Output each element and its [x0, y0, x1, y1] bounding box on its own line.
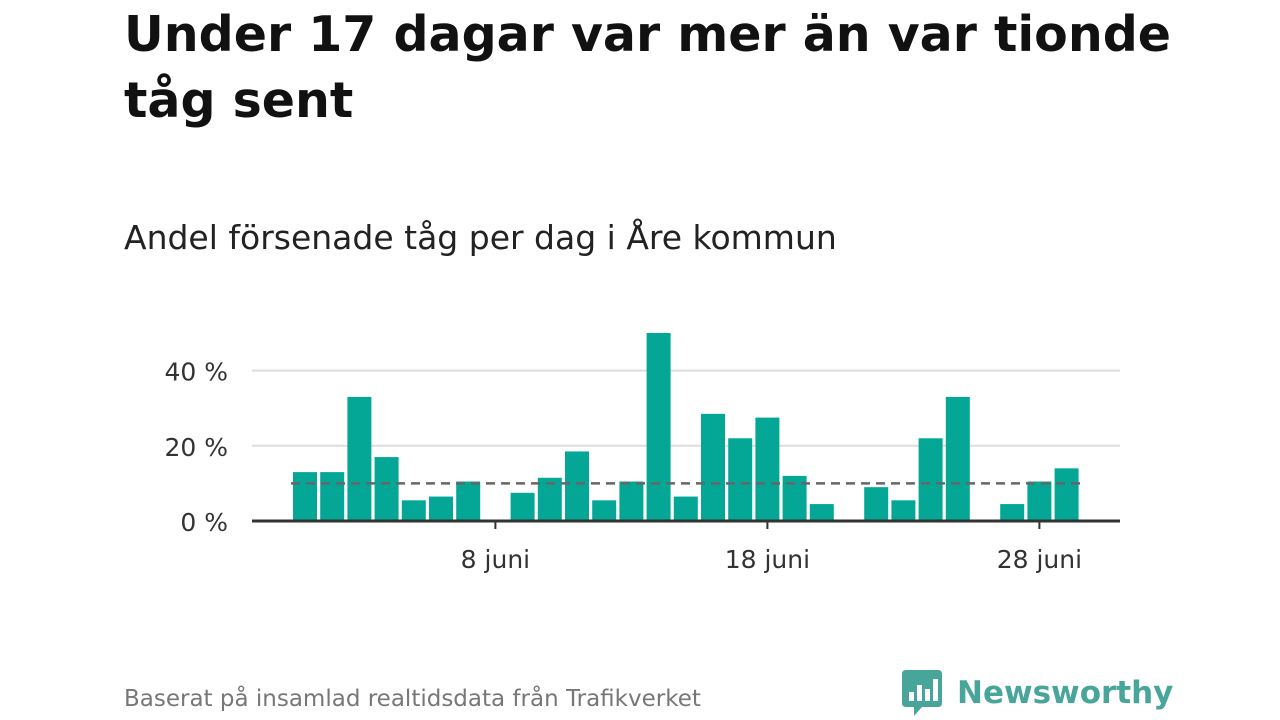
newsworthy-logo-icon [902, 670, 942, 716]
bar [293, 472, 317, 521]
x-tick-label: 28 juni [997, 545, 1082, 574]
bar [347, 396, 372, 521]
bar [619, 481, 644, 521]
chart-subtitle: Andel försenade tåg per dag i Åre kommun [124, 218, 837, 257]
bar [809, 504, 834, 521]
bar [401, 500, 426, 521]
bar [1027, 481, 1052, 521]
y-tick-label: 0 % [180, 508, 228, 537]
x-tick-label: 18 juni [725, 545, 810, 574]
bar [456, 481, 481, 521]
bar [945, 396, 970, 521]
bar [755, 417, 780, 521]
bar [728, 438, 753, 521]
source-note: Baserat på insamlad realtidsdata från Tr… [124, 686, 701, 712]
chart-title: Under 17 dagar var mer än var tionde tåg… [124, 6, 1172, 129]
bar [646, 333, 671, 521]
bar [537, 477, 562, 521]
bar [1054, 468, 1079, 521]
bar [701, 413, 725, 521]
y-tick-label: 40 % [164, 358, 228, 387]
bar [429, 496, 453, 521]
bar [565, 451, 589, 521]
bar [1000, 504, 1025, 521]
newsworthy-logo: Newsworthy [902, 670, 1173, 716]
bar [891, 500, 916, 521]
bar-chart: 0 % 20 % 40 % 8 juni 18 juni 28 juni [164, 333, 1120, 574]
bar [592, 500, 617, 521]
bar [918, 438, 943, 521]
bar [374, 457, 399, 521]
bar [864, 487, 889, 521]
bar [673, 496, 698, 521]
brand-name: Newsworthy [957, 675, 1174, 711]
bar [510, 492, 535, 521]
x-tick-label: 8 juni [461, 545, 530, 574]
y-tick-label: 20 % [164, 433, 228, 462]
bar [320, 472, 345, 521]
